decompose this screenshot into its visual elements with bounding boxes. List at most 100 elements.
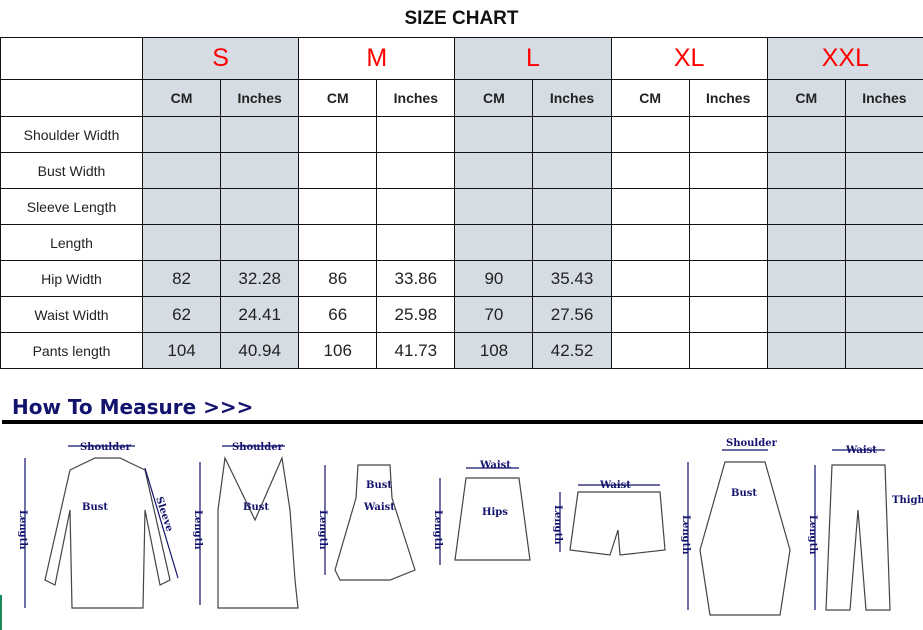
- dress-illustration: Bust Waist Length: [317, 464, 416, 581]
- row-label: Length: [0, 224, 143, 261]
- unit-header-l-inches: Inches: [532, 79, 612, 117]
- value-cell: [844, 116, 923, 153]
- value-cell: 70: [454, 296, 534, 333]
- corner-cell: [0, 37, 143, 80]
- value-cell: [454, 116, 534, 153]
- svg-text:Waist: Waist: [363, 502, 395, 513]
- size-l: L: [454, 37, 612, 80]
- row-label: Shoulder Width: [0, 116, 143, 153]
- value-cell: [688, 188, 768, 225]
- value-cell: [141, 224, 222, 261]
- value-cell: [610, 332, 690, 369]
- value-cell: 40.94: [220, 332, 300, 369]
- unit-header-m-inches: Inches: [376, 79, 456, 117]
- bust-label: Bust: [82, 502, 108, 513]
- value-cell: [376, 116, 456, 153]
- value-cell: 42.52: [532, 332, 612, 369]
- size-m: M: [298, 37, 456, 80]
- value-cell: [844, 188, 923, 225]
- value-cell: [610, 224, 690, 261]
- measure-illustrations: Shoulder Bust Length Sleeve Shoulder Bus…: [17, 438, 923, 616]
- value-cell: [766, 152, 846, 189]
- sleeve-label: Sleeve: [153, 496, 175, 534]
- svg-text:Length: Length: [552, 505, 563, 545]
- value-cell: [688, 116, 768, 153]
- value-cell: [610, 296, 690, 333]
- value-cell: [844, 260, 923, 297]
- coat-illustration: Shoulder Bust Length: [680, 438, 791, 616]
- table-row: Shoulder Width: [0, 116, 923, 153]
- length-label: Length: [17, 510, 28, 550]
- skirt-illustration: Waist Hips Length: [432, 460, 531, 565]
- value-cell: 27.56: [532, 296, 612, 333]
- edge-marker: [0, 595, 2, 630]
- table-row: Hip Width 82 32.28 86 33.86 90 35.43: [0, 260, 923, 297]
- svg-text:Shoulder: Shoulder: [726, 438, 778, 449]
- value-cell: 106: [298, 332, 378, 369]
- svg-text:Length: Length: [192, 510, 203, 550]
- unit-header-s-inches: Inches: [220, 79, 300, 117]
- value-cell: [454, 224, 534, 261]
- value-cell: [220, 224, 300, 261]
- value-cell: [610, 188, 690, 225]
- value-cell: [766, 332, 846, 369]
- value-cell: [766, 188, 846, 225]
- value-cell: [532, 116, 612, 153]
- value-cell: [298, 116, 378, 153]
- value-cell: 32.28: [220, 260, 300, 297]
- value-cell: [376, 152, 456, 189]
- value-cell: 86: [298, 260, 378, 297]
- value-cell: [844, 152, 923, 189]
- value-cell: [298, 188, 378, 225]
- value-cell: [688, 260, 768, 297]
- value-cell: [141, 188, 222, 225]
- row-label: Hip Width: [0, 260, 143, 297]
- value-cell: 24.41: [220, 296, 300, 333]
- table-row: Waist Width 62 24.41 66 25.98 70 27.56: [0, 296, 923, 333]
- value-cell: [766, 260, 846, 297]
- value-cell: [688, 296, 768, 333]
- value-cell: [766, 224, 846, 261]
- svg-text:Shoulder: Shoulder: [232, 442, 284, 453]
- value-cell: [610, 116, 690, 153]
- value-cell: [610, 260, 690, 297]
- value-cell: 66: [298, 296, 378, 333]
- unit-header-xl-cm: CM: [610, 79, 690, 117]
- value-cell: [610, 152, 690, 189]
- svg-text:Waist: Waist: [599, 480, 631, 491]
- size-s: S: [141, 37, 300, 80]
- unit-header-m-cm: CM: [298, 79, 378, 117]
- row-label: Waist Width: [0, 296, 143, 333]
- row-label: Bust Width: [0, 152, 143, 189]
- table-row: Length: [0, 224, 923, 261]
- value-cell: [220, 116, 300, 153]
- svg-text:Length: Length: [317, 510, 328, 550]
- unit-header-xxl-cm: CM: [766, 79, 846, 117]
- value-cell: [532, 224, 612, 261]
- row-label: Pants length: [0, 332, 143, 369]
- svg-text:Length: Length: [680, 515, 691, 555]
- size-chart-table: S M L XL XXL CM Inches CM Inches CM Inches CM I…: [0, 37, 923, 369]
- value-cell: [141, 152, 222, 189]
- unit-header-xxl-inches: Inches: [844, 79, 923, 117]
- value-cell: 41.73: [376, 332, 456, 369]
- svg-text:Bust: Bust: [243, 502, 269, 513]
- page-title: SIZE CHART: [404, 8, 519, 29]
- size-xxl: XXL: [766, 37, 923, 80]
- svg-text:Waist: Waist: [845, 445, 877, 456]
- value-cell: [141, 116, 222, 153]
- unit-corner-cell: [0, 79, 143, 117]
- shoulder-label: Shoulder: [80, 442, 132, 453]
- value-cell: [454, 152, 534, 189]
- unit-header-s-cm: CM: [141, 79, 222, 117]
- value-cell: [454, 188, 534, 225]
- value-cell: [532, 188, 612, 225]
- table-row: Pants length 104 40.94 106 41.73 108 42.52: [0, 332, 923, 369]
- value-cell: [844, 224, 923, 261]
- shorts-illustration: Waist Length: [552, 480, 666, 556]
- value-cell: 108: [454, 332, 534, 369]
- blouse-illustration: Shoulder Bust Length Sleeve: [17, 442, 179, 609]
- row-label: Sleeve Length: [0, 188, 143, 225]
- svg-text:Thigh: Thigh: [892, 495, 923, 506]
- svg-text:Bust: Bust: [366, 480, 392, 491]
